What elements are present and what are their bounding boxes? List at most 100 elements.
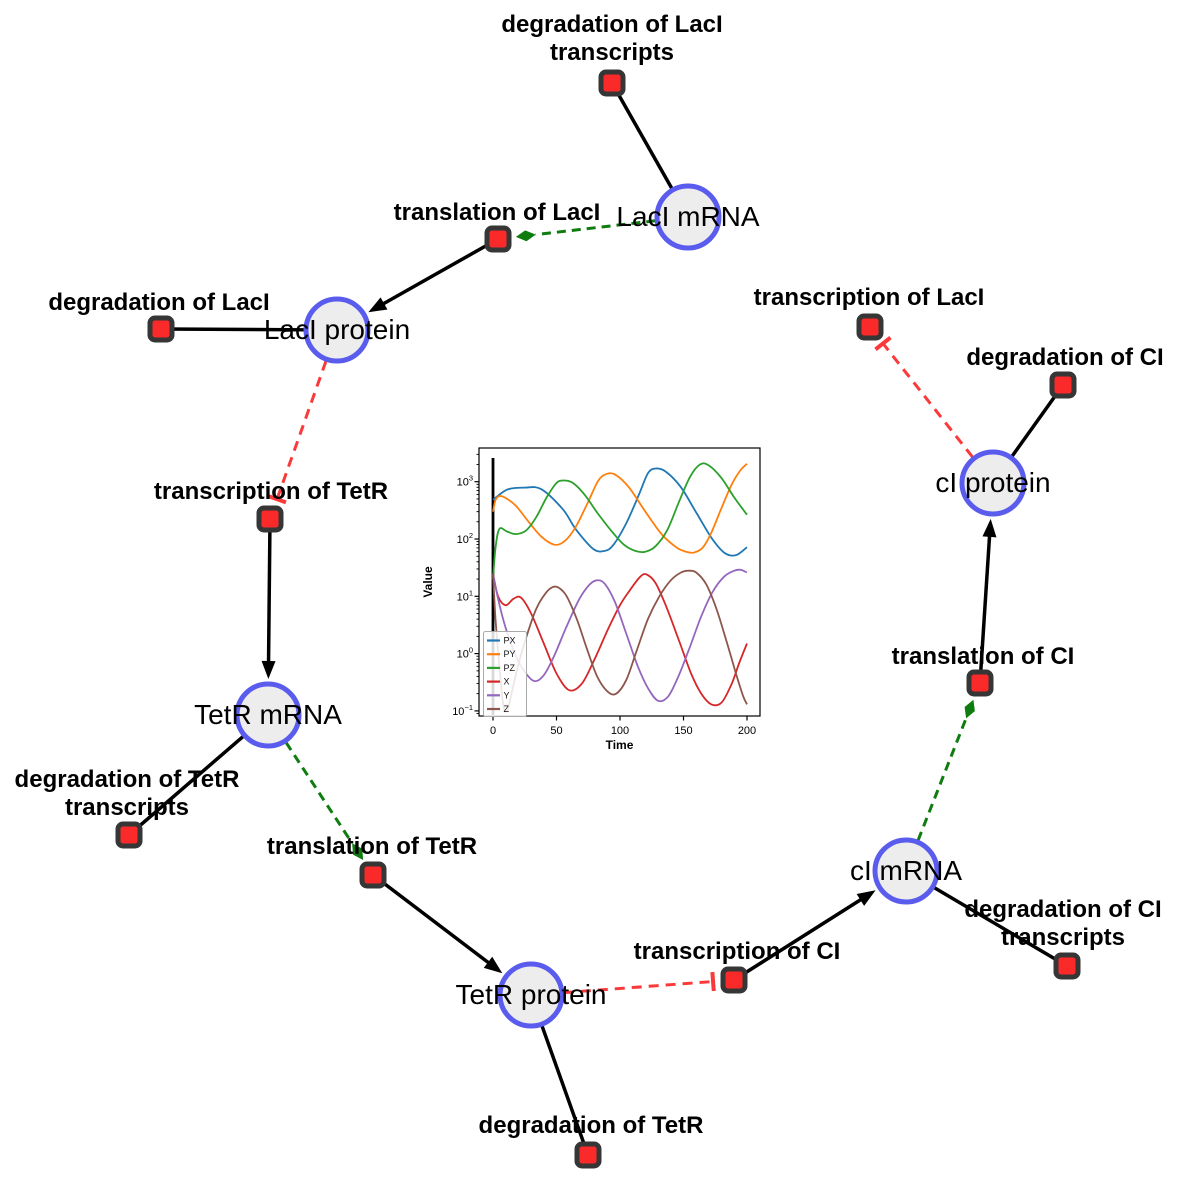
reaction-label-deg_laci: degradation of LacI <box>48 289 269 317</box>
reaction-label-deg_tetr_tx: degradation of TetR transcripts <box>15 766 240 822</box>
reaction-label-line: degradation of CI <box>966 344 1164 371</box>
reaction-node-translation_ci[interactable] <box>966 669 994 697</box>
reaction-node-deg_ci[interactable] <box>1049 371 1077 399</box>
edge-laci_mrna-translation_laci <box>535 219 656 237</box>
series-PY <box>492 463 748 554</box>
x-tick-label: 150 <box>674 725 692 737</box>
reaction-node-deg_laci[interactable] <box>147 315 175 343</box>
y-axis-title: Value <box>421 566 435 598</box>
edge-ci_mrna-deg_ci_tx <box>933 886 1068 968</box>
reaction-node-deg_tetr_tx[interactable] <box>115 821 143 849</box>
reaction-label-line: degradation of TetR <box>14 766 240 793</box>
reaction-node-transcription_laci[interactable] <box>856 313 884 341</box>
reaction-label-line: transcription of LacI <box>753 284 985 311</box>
reaction-node-deg_ci_tx[interactable] <box>1053 952 1081 980</box>
y-tick-label: 10−1 <box>452 703 473 718</box>
edge-transcription_tetr-tetr_mrna <box>266 518 272 666</box>
y-tick-label: 102 <box>457 531 473 546</box>
edge-tetr_protein-deg_tetr <box>540 1025 590 1156</box>
reaction-label-transcription_ci: transcription of CI <box>634 938 841 966</box>
x-tick-label: 50 <box>550 725 562 737</box>
edge-tetr_mrna-deg_tetr_tx <box>127 735 245 837</box>
species-node-tetr_protein[interactable] <box>497 961 565 1029</box>
x-tick-label: 0 <box>490 725 496 737</box>
edge-tetr_protein-transcription_ci <box>563 980 714 995</box>
edge-transcription_tetr-tetr_mrna-arrowhead <box>261 660 276 680</box>
nodes-layer <box>115 69 1081 1169</box>
x-tick-label: 200 <box>738 725 756 737</box>
edge-tetr_mrna-translation_tetr-diamond <box>352 843 364 860</box>
species-node-tetr_mrna[interactable] <box>234 681 302 749</box>
x-tick-label: 100 <box>611 725 629 737</box>
reaction-label-line: transcripts <box>64 794 190 821</box>
reaction-label-transcription_tetr: transcription of TetR <box>154 478 388 506</box>
reaction-label-line: translation of TetR <box>266 833 478 860</box>
reaction-label-transcription_laci: transcription of LacI <box>754 284 985 312</box>
edge-transcription_ci-ci_mrna <box>733 896 865 982</box>
y-tick-label: 100 <box>457 646 473 661</box>
species-label-laci_protein: LacI protein <box>263 314 411 345</box>
reaction-label-translation_tetr: translation of TetR <box>267 833 477 861</box>
legend-label: PX <box>504 636 516 646</box>
y-tick-label: 103 <box>457 474 473 489</box>
reaction-label-translation_laci: translation of LacI <box>394 199 601 227</box>
edge-ci_mrna-translation_ci-diamond <box>964 699 975 719</box>
reaction-label-line: degradation of LacI <box>501 11 723 38</box>
edge-translation_ci-ci_protein <box>978 532 992 684</box>
edge-tetr_protein-transcription_ci-tbar <box>710 971 716 992</box>
reaction-node-deg_laci_tx[interactable] <box>598 69 626 97</box>
edge-laci_protein-transcription_tetr <box>275 360 328 500</box>
species-node-laci_protein[interactable] <box>303 296 371 364</box>
reaction-label-deg_laci_tx: degradation of LacI transcripts <box>501 11 722 67</box>
reaction-label-line: transcription of CI <box>633 938 841 965</box>
species-label-tetr_mrna: TetR mRNA <box>194 699 342 730</box>
reaction-node-transcription_tetr[interactable] <box>256 505 284 533</box>
reaction-node-deg_tetr[interactable] <box>574 1141 602 1169</box>
reaction-node-translation_tetr[interactable] <box>359 861 387 889</box>
edge-translation_ci-ci_protein-arrowhead <box>982 518 997 538</box>
reaction-node-transcription_ci[interactable] <box>720 966 748 994</box>
edge-ci_protein-transcription_laci-tbar <box>874 336 892 351</box>
species-label-ci_protein: cI protein <box>935 467 1051 498</box>
y-tick-label: 101 <box>457 588 473 603</box>
reaction-label-line: translation of CI <box>891 643 1075 670</box>
reaction-label-line: transcripts <box>549 39 675 66</box>
species-label-laci_mrna: LacI mRNA <box>616 201 760 232</box>
reaction-label-line: degradation of LacI <box>48 289 270 316</box>
species-node-ci_mrna[interactable] <box>872 837 940 905</box>
edge-laci_mrna-translation_laci-diamond <box>515 230 536 242</box>
time-series-chart: 0 50 100 150 20010−1100101102103TimeValuePXP… <box>421 447 761 752</box>
edge-laci_protein-deg_laci <box>160 327 305 332</box>
reaction-label-line: degradation of CI <box>964 896 1162 923</box>
reaction-node-translation_laci[interactable] <box>484 225 512 253</box>
edge-tetr_mrna-translation_tetr <box>284 741 354 845</box>
legend-label: Y <box>504 690 510 700</box>
reaction-label-deg_ci_tx: degradation of CI transcripts <box>964 896 1161 952</box>
series-Z <box>492 569 748 713</box>
series-X <box>492 573 748 707</box>
edge-ci_protein-transcription_laci <box>881 342 974 459</box>
species-label-ci_mrna: cI mRNA <box>850 855 962 886</box>
series-PZ <box>492 462 748 580</box>
legend-label: PZ <box>504 663 516 673</box>
reaction-label-translation_ci: translation of CI <box>892 643 1075 671</box>
edges-layer <box>127 82 1068 1156</box>
legend-label: PY <box>504 649 516 659</box>
species-label-tetr_protein: TetR protein <box>455 979 607 1010</box>
reaction-label-line: degradation of TetR <box>478 1112 704 1139</box>
reaction-label-line: transcripts <box>1000 924 1126 951</box>
edge-ci_mrna-translation_ci <box>916 717 968 841</box>
series-PX <box>492 467 748 557</box>
legend-label: Z <box>504 704 510 714</box>
x-axis-title: Time <box>606 738 634 752</box>
legend-label: X <box>504 677 510 687</box>
series-Y <box>492 568 748 703</box>
chart-legend: PX PY PZ XYZ <box>483 631 527 717</box>
species-node-laci_mrna[interactable] <box>654 183 722 251</box>
reaction-label-deg_ci: degradation of CI <box>966 344 1163 372</box>
edge-translation_laci-laci_protein <box>379 237 499 307</box>
edge-transcription_ci-ci_mrna-arrowhead <box>856 890 876 906</box>
species-node-ci_protein[interactable] <box>959 449 1027 517</box>
